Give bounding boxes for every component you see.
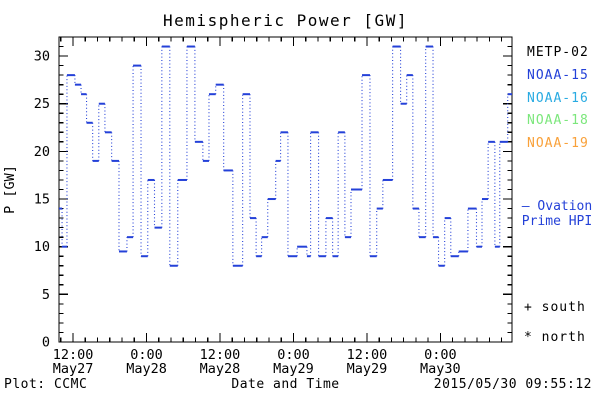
svg-text:25: 25 bbox=[34, 96, 50, 112]
svg-text:May28: May28 bbox=[126, 361, 167, 377]
north-marker-label: * north bbox=[524, 330, 586, 345]
svg-text:12:00: 12:00 bbox=[347, 347, 388, 363]
svg-text:12:00: 12:00 bbox=[53, 347, 94, 363]
svg-text:May28: May28 bbox=[200, 361, 241, 377]
svg-text:0:00: 0:00 bbox=[277, 347, 310, 363]
satellite-legend: METP-02 NOAA-15 NOAA-16 NOAA-18 NOAA-19 bbox=[527, 42, 599, 156]
svg-text:12:00: 12:00 bbox=[200, 347, 241, 363]
legend-item-metp-02: METP-02 bbox=[527, 45, 589, 60]
svg-text:0: 0 bbox=[42, 335, 50, 351]
legend-item-noaa-15: NOAA-15 bbox=[527, 67, 589, 83]
svg-text:May29: May29 bbox=[347, 361, 388, 377]
svg-text:5: 5 bbox=[42, 287, 50, 303]
svg-text:10: 10 bbox=[34, 239, 50, 255]
svg-text:20: 20 bbox=[34, 144, 50, 160]
svg-text:15: 15 bbox=[34, 192, 50, 208]
south-marker-label: + south bbox=[524, 300, 586, 315]
legend-item-noaa-18: NOAA-18 bbox=[527, 113, 589, 129]
svg-text:May29: May29 bbox=[273, 361, 314, 377]
legend-item-noaa-16: NOAA-16 bbox=[527, 90, 589, 106]
svg-text:May27: May27 bbox=[53, 361, 94, 377]
creation-timestamp: 2015/05/30 09:55:12 bbox=[433, 377, 592, 392]
svg-text:May30: May30 bbox=[420, 361, 461, 377]
svg-text:30: 30 bbox=[34, 49, 50, 65]
x-axis-label: Date and Time bbox=[231, 377, 340, 392]
chart-title: Hemispheric Power [GW] bbox=[163, 11, 408, 30]
legend-item-noaa-19: NOAA-19 bbox=[527, 136, 589, 152]
plot-credit: Plot: CCMC bbox=[4, 377, 88, 392]
svg-text:0:00: 0:00 bbox=[424, 347, 457, 363]
svg-text:P [GW]: P [GW] bbox=[2, 165, 18, 214]
ovation-prime-label: — Ovation Prime HPI bbox=[521, 199, 593, 229]
svg-text:0:00: 0:00 bbox=[130, 347, 163, 363]
